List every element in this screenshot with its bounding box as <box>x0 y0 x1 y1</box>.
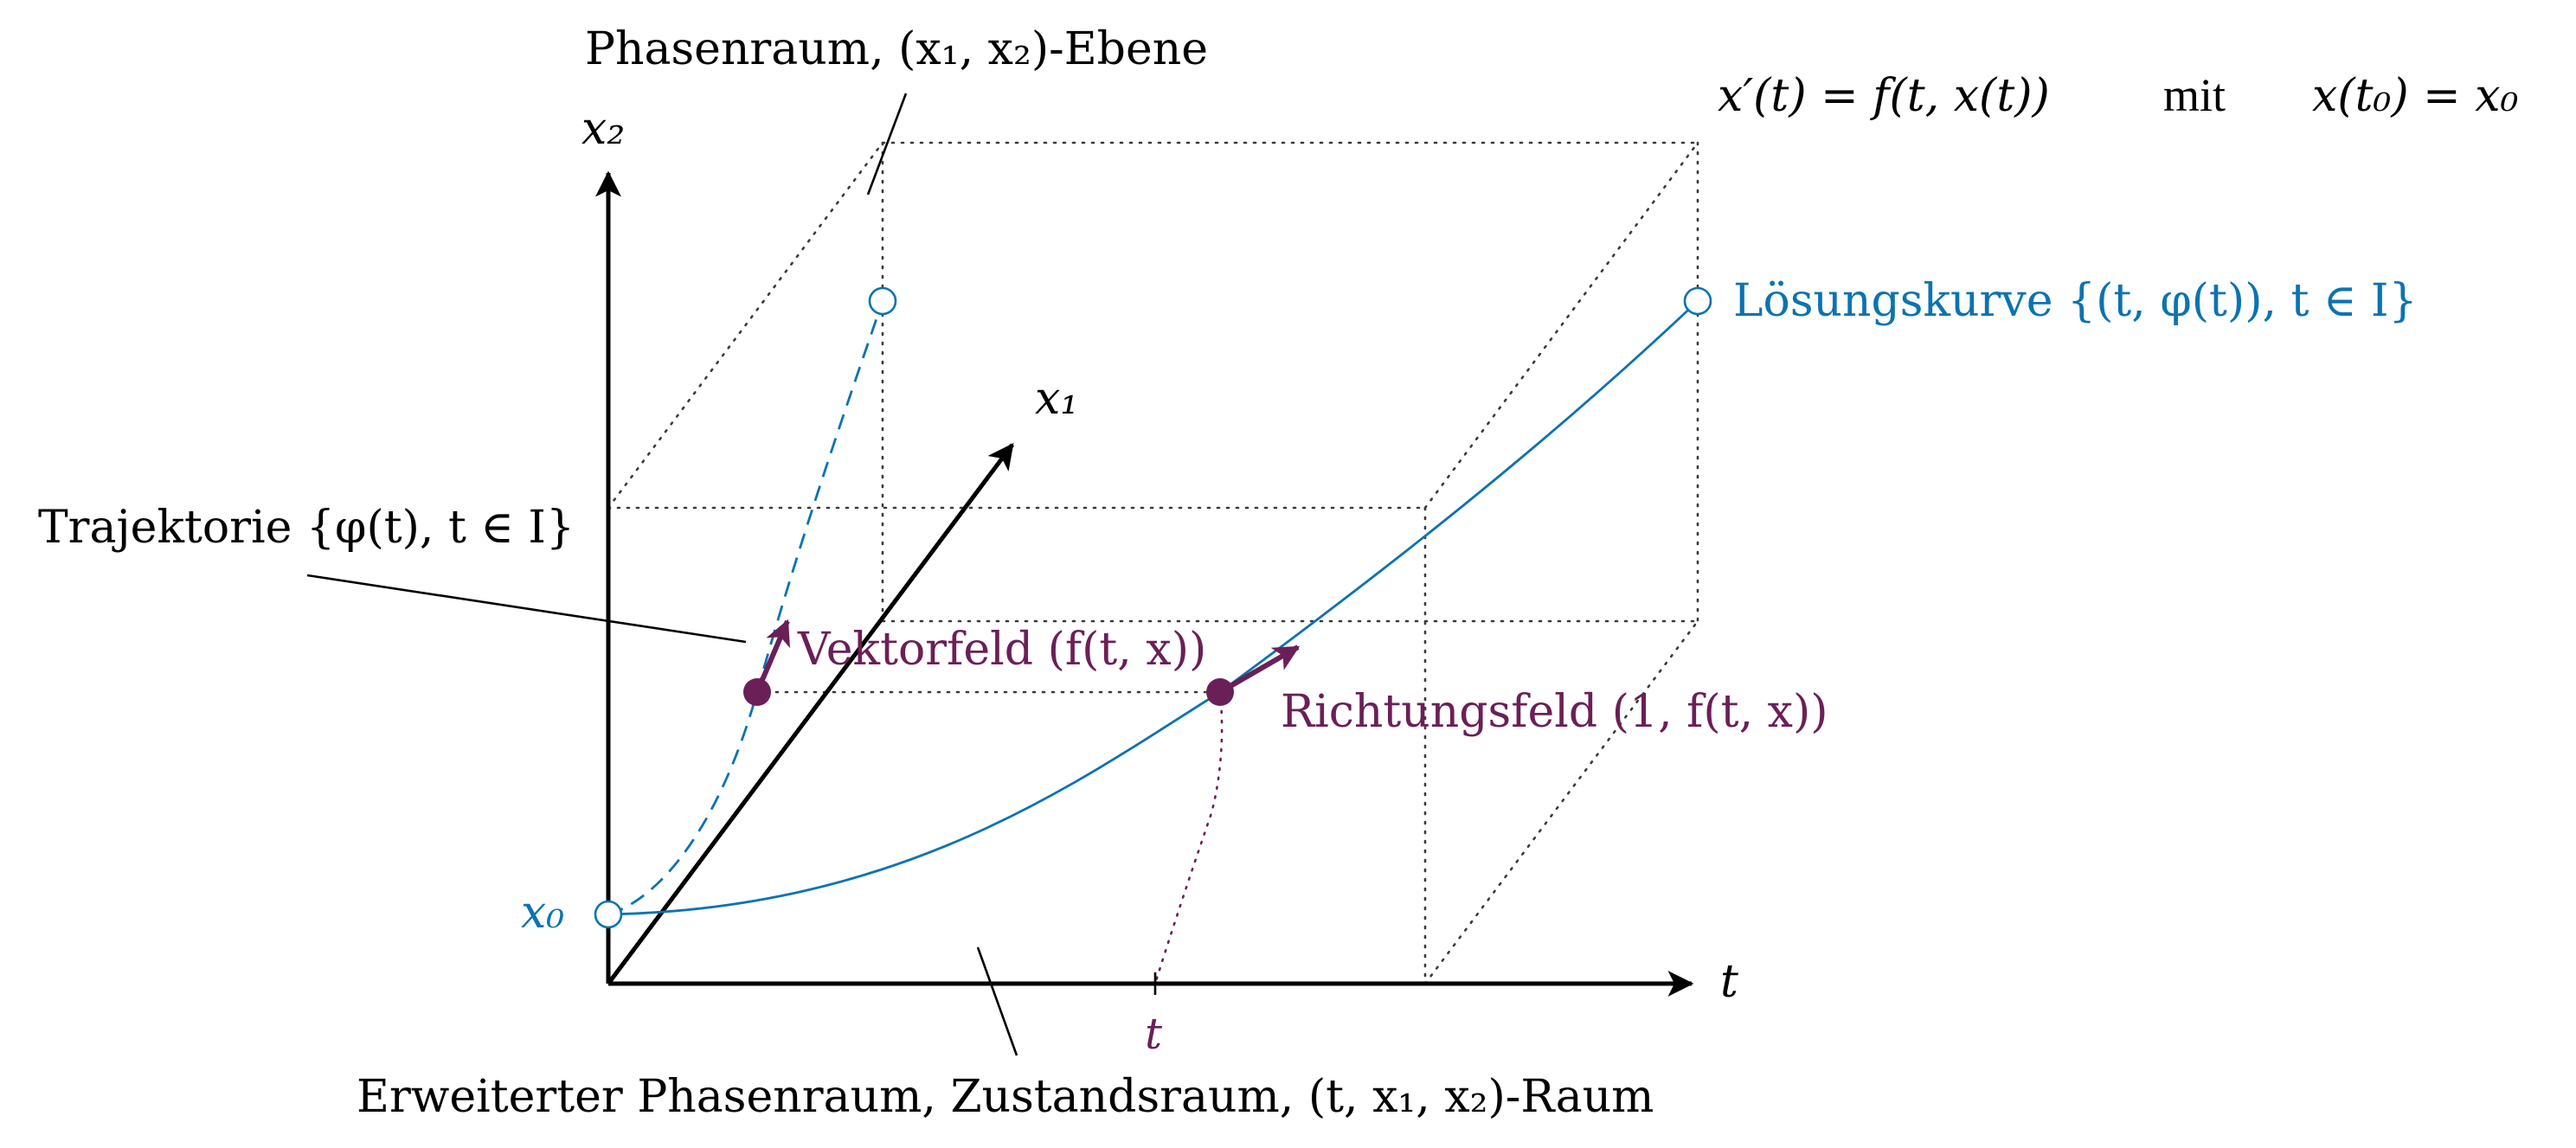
extended-phase-space-leader <box>976 946 1018 1056</box>
box-depth-bottom-right <box>1423 619 1699 985</box>
solution-end-marker <box>1683 286 1712 316</box>
direction-field-label: Richtungsfeld (1, f(t, x)) <box>1281 686 1828 738</box>
initial-value-marker <box>594 900 623 929</box>
axes <box>595 170 1694 997</box>
initial-condition: x(t₀) = x₀ <box>2312 70 2519 122</box>
direction-field-arrow <box>1218 645 1301 695</box>
trajectory-label: Trajektorie {φ(t), t ∈ I} <box>38 502 575 554</box>
trajectory-end-marker <box>868 286 897 316</box>
phase-space-leader <box>866 93 908 196</box>
x1-axis <box>606 442 1015 985</box>
solution-curve <box>607 299 1699 916</box>
vector-field-point <box>743 678 771 706</box>
trajectory-leader <box>306 574 747 644</box>
box-depth-top-right <box>1423 141 1699 510</box>
t-projection-guide <box>1153 690 1224 985</box>
x1-axis-label: x₁ <box>1035 373 1078 425</box>
projection-box <box>607 141 1699 985</box>
x2-axis-label: x₂ <box>581 103 625 155</box>
initial-value-label: x₀ <box>521 887 564 939</box>
box-depth-top-left <box>607 141 884 510</box>
curves <box>594 286 1712 929</box>
ode-connector: mit <box>2163 69 2226 121</box>
solution-curve-label: Lösungskurve {(t, φ(t)), t ∈ I} <box>1733 275 2418 327</box>
fields <box>743 619 1301 706</box>
t-axis-label: t <box>1720 956 1738 1008</box>
trajectory-curve <box>607 300 884 916</box>
ode-equation: x′(t) = f(t, x(t)) mit x(t₀) = x₀ <box>1718 69 2519 122</box>
direction-field-point <box>1206 678 1234 706</box>
phase-space-label: Phasenraum, (x₁, x₂)-Ebene <box>585 23 1208 75</box>
vector-field-label: Vektorfeld (f(t, x)) <box>797 624 1206 676</box>
leader-lines <box>306 93 1018 1056</box>
t-tick-label: t <box>1145 1009 1163 1059</box>
ode-formula: x′(t) = f(t, x(t)) <box>1718 70 2050 122</box>
extended-phase-space-label: Erweiterter Phasenraum, Zustandsraum, (t… <box>357 1071 1654 1123</box>
